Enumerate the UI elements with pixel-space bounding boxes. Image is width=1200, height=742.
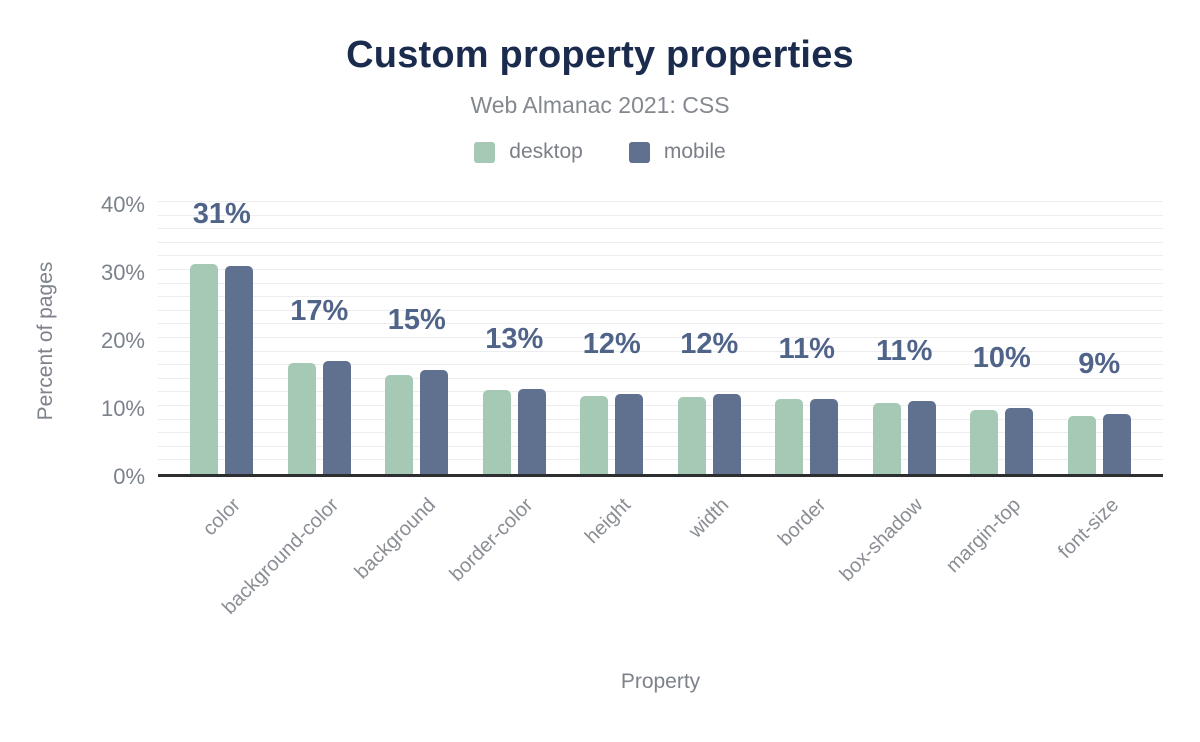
bar-group-border: 11% — [758, 205, 856, 474]
bar-value-label: 10% — [972, 342, 1031, 375]
bar-mobile-margin-top — [1005, 408, 1034, 474]
bar-group-border-color: 13% — [466, 205, 564, 474]
y-tick-label: 30% — [100, 260, 145, 285]
legend-label-desktop: desktop — [509, 140, 583, 163]
gridline — [158, 337, 1163, 338]
gridline — [158, 309, 1163, 311]
bar-desktop-background — [385, 375, 414, 474]
gridline — [158, 405, 1163, 406]
gridline — [158, 350, 1163, 352]
bar-mobile-border-color — [517, 389, 546, 474]
bar-group-background: 15% — [368, 205, 466, 474]
bar-mobile-background — [420, 369, 449, 474]
chart-title: Custom property properties — [346, 34, 854, 76]
y-tick-label: 40% — [100, 192, 145, 217]
x-tick-label: box-shadow — [835, 494, 928, 586]
gridline — [158, 228, 1163, 230]
bar-mobile-height — [615, 393, 644, 474]
bars-container: 31% 17% 15% 13% 12% 12% 11% 11% 10% 9% — [158, 198, 1163, 474]
bar-desktop-font-size — [1067, 416, 1096, 474]
gridline — [158, 323, 1163, 325]
bar-mobile-width — [712, 394, 741, 474]
bar-value-label: 15% — [387, 303, 446, 336]
mobile-swatch-icon — [628, 141, 650, 163]
bar-value-label: 12% — [680, 328, 739, 361]
bar-mobile-color — [225, 265, 254, 474]
plot-area: 31% 17% 15% 13% 12% 12% 11% 11% 10% 9% — [158, 198, 1163, 477]
bar-group-box-shadow: 11% — [856, 205, 954, 474]
bar-mobile-box-shadow — [907, 400, 936, 474]
bar-mobile-border — [810, 398, 839, 474]
bar-group-height: 12% — [563, 205, 661, 474]
gridline — [158, 282, 1163, 284]
bar-group-background-color: 17% — [271, 205, 369, 474]
gridline — [158, 364, 1163, 366]
legend-label-mobile: mobile — [663, 140, 726, 163]
bar-group-color: 31% — [173, 198, 271, 474]
bar-value-label: 12% — [582, 327, 641, 360]
gridline — [158, 418, 1163, 420]
bar-value-label: 11% — [876, 334, 933, 367]
y-axis-tick-labels: 0% 10% 20% 30% 40% — [0, 192, 145, 489]
y-tick-label: 20% — [100, 328, 145, 353]
gridline — [158, 214, 1163, 216]
bar-desktop-background-color — [287, 363, 316, 474]
x-tick-label: background — [350, 494, 441, 584]
bar-desktop-box-shadow — [872, 402, 901, 474]
bar-desktop-color — [190, 263, 219, 474]
gridline — [158, 377, 1163, 379]
bar-value-label: 13% — [485, 323, 544, 355]
gridline — [158, 391, 1163, 393]
bar-value-label: 9% — [1078, 348, 1121, 381]
bar-value-label: 31% — [192, 197, 251, 230]
bar-desktop-border-color — [482, 389, 511, 474]
x-axis-tick-labels: color background-color background border-co… — [158, 480, 1163, 650]
gridline — [158, 296, 1163, 298]
gridline — [158, 445, 1163, 447]
bar-desktop-height — [580, 395, 609, 474]
gridline — [158, 241, 1163, 243]
x-tick-label: color — [199, 494, 246, 541]
x-axis-title: Property — [620, 670, 701, 693]
bar-mobile-font-size — [1102, 414, 1131, 474]
x-tick-label: margin-top — [942, 494, 1026, 578]
bar-group-font-size: 9% — [1051, 205, 1149, 474]
desktop-swatch-icon — [474, 141, 496, 163]
gridline — [158, 459, 1163, 461]
legend-item-mobile: mobile — [628, 140, 726, 164]
y-tick-label: 0% — [113, 464, 145, 489]
bar-group-margin-top: 10% — [953, 205, 1051, 474]
legend-item-desktop: desktop — [474, 140, 583, 164]
gridline — [158, 255, 1163, 257]
x-tick-label: border-color — [446, 494, 538, 586]
bar-desktop-margin-top — [970, 410, 999, 474]
gridline — [158, 201, 1163, 202]
x-tick-label: width — [684, 494, 733, 543]
legend: desktop mobile — [0, 140, 1200, 164]
x-tick-label: height — [581, 494, 636, 549]
bar-value-label: 11% — [778, 332, 835, 365]
x-tick-label: border — [773, 494, 831, 551]
bar-desktop-width — [677, 397, 706, 474]
bar-value-label: 17% — [290, 295, 349, 328]
gridline — [158, 269, 1163, 270]
bar-desktop-border — [775, 398, 804, 474]
x-tick-label: font-size — [1053, 494, 1123, 564]
y-tick-label: 10% — [100, 396, 145, 421]
gridline — [158, 432, 1163, 434]
bar-mobile-background-color — [322, 361, 351, 474]
chart-subtitle: Web Almanac 2021: CSS — [470, 92, 730, 118]
bar-group-width: 12% — [661, 205, 759, 474]
